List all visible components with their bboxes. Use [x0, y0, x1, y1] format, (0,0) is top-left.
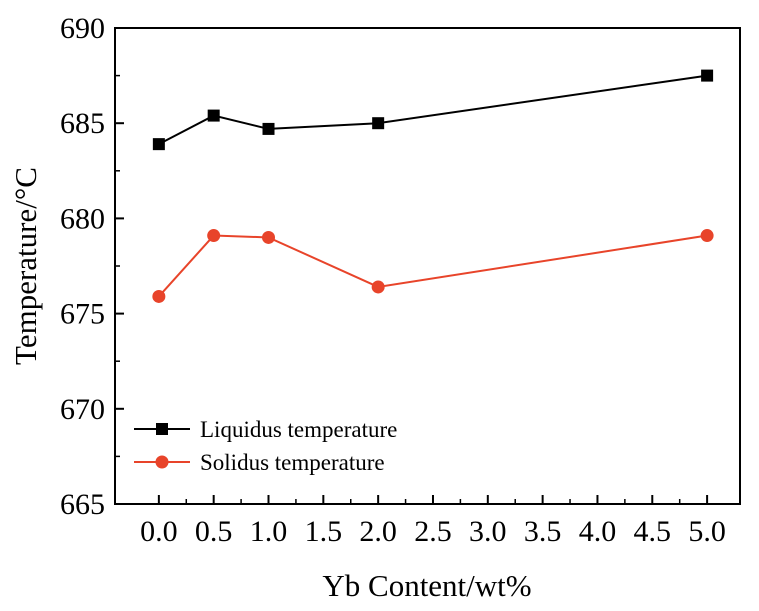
x-axis-title: Yb Content/wt% [322, 568, 531, 603]
x-tick-label: 3.0 [469, 515, 507, 548]
legend-entry: Solidus temperature [134, 450, 385, 475]
x-tick-label: 1.5 [305, 515, 343, 548]
y-tick-label: 690 [60, 12, 105, 45]
data-point-circle [371, 280, 385, 294]
legend-marker-square [156, 423, 168, 435]
x-tick-label: 5.0 [688, 515, 726, 548]
series-liquidus [152, 69, 714, 151]
y-axis-title: Temperature/°C [8, 167, 43, 365]
x-tick-label: 4.5 [634, 515, 672, 548]
y-tick-label: 670 [60, 393, 105, 426]
legend-entry: Liquidus temperature [134, 417, 397, 442]
series-line [158, 74, 708, 146]
x-tick-label: 2.0 [359, 515, 397, 548]
x-tick-label: 0.0 [140, 515, 178, 548]
legend-marker-circle [155, 455, 169, 469]
data-point-square [152, 138, 165, 151]
y-tick-label: 665 [60, 488, 105, 521]
data-point-circle [700, 229, 714, 243]
legend-label: Liquidus temperature [200, 417, 397, 442]
data-point-square [701, 69, 714, 82]
data-point-square [372, 117, 385, 130]
x-tick-label: 1.0 [250, 515, 288, 548]
x-tick-label: 4.0 [579, 515, 617, 548]
x-tick-label: 2.5 [414, 515, 452, 548]
y-tick-label: 685 [60, 107, 105, 140]
data-point-circle [262, 230, 276, 244]
x-tick-label: 3.5 [524, 515, 562, 548]
legend-label: Solidus temperature [200, 450, 385, 475]
data-point-circle [207, 229, 221, 243]
series-line [158, 234, 708, 298]
data-point-square [207, 109, 220, 122]
y-tick-label: 680 [60, 202, 105, 235]
y-tick-label: 675 [60, 298, 105, 331]
data-point-square [262, 122, 275, 135]
x-tick-label: 0.5 [195, 515, 233, 548]
series-solidus [152, 229, 714, 303]
data-point-circle [152, 289, 166, 303]
